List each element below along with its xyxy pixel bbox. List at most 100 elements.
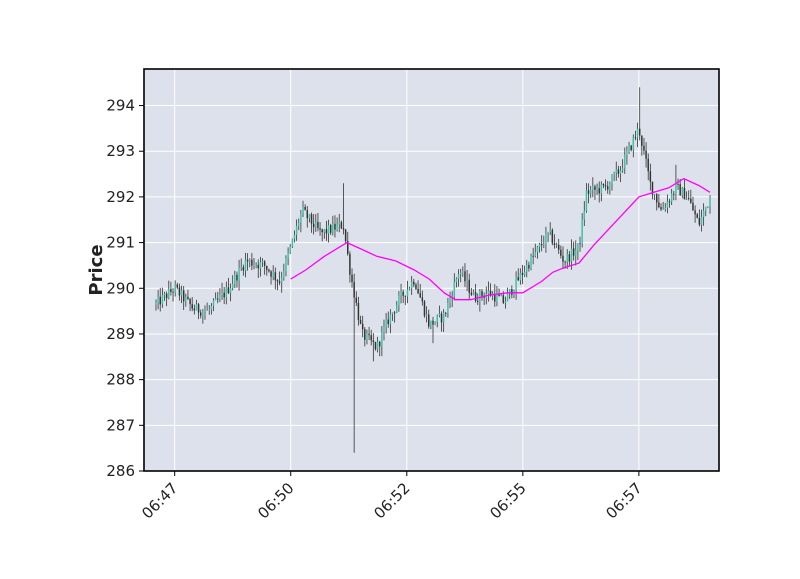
- candle-body: [521, 272, 524, 276]
- candle-body: [692, 202, 694, 211]
- candle-body: [159, 296, 161, 305]
- candle-body: [498, 294, 500, 297]
- candle-body: [707, 206, 709, 208]
- candle-body: [666, 201, 669, 208]
- candle-body: [304, 206, 306, 211]
- candle-body: [236, 274, 238, 281]
- candle-body: [472, 292, 475, 295]
- candle-body: [217, 298, 219, 300]
- candle-body: [347, 241, 349, 254]
- candle-body: [225, 287, 228, 298]
- candle-body: [161, 295, 164, 305]
- candle-body: [185, 296, 187, 302]
- candle-body: [415, 284, 417, 289]
- candle-body: [168, 289, 170, 299]
- moving-average: [290, 177, 711, 301]
- candle-body: [709, 197, 711, 207]
- candle-body: [355, 297, 358, 303]
- candle-body: [374, 342, 377, 350]
- candle-body: [227, 287, 230, 294]
- candle-body: [598, 188, 600, 194]
- candle-body: [357, 302, 360, 321]
- candle-body: [191, 304, 193, 309]
- candle-body: [651, 181, 654, 195]
- candle-body: [293, 235, 296, 239]
- candle-body: [370, 335, 372, 341]
- candle-body: [466, 279, 468, 282]
- candle-body: [587, 190, 590, 194]
- candle-body: [376, 341, 379, 350]
- candle-body: [398, 295, 400, 306]
- candle-body: [630, 145, 632, 151]
- x-tick-label: 06:47: [138, 479, 181, 522]
- candle-body: [155, 302, 157, 305]
- candle-body: [560, 249, 562, 256]
- candle-body: [602, 183, 605, 186]
- candle-body: [327, 225, 330, 234]
- candle-body: [589, 189, 592, 194]
- candle-body: [257, 264, 260, 269]
- candle-body: [677, 184, 679, 185]
- candle-body: [679, 184, 681, 196]
- candle-body: [690, 198, 692, 203]
- candle-body: [229, 288, 232, 294]
- candle-body: [645, 150, 647, 159]
- candle-body: [261, 261, 264, 263]
- candle-body: [636, 128, 639, 138]
- candle-body: [351, 274, 353, 282]
- candle-body: [302, 206, 304, 214]
- candle-body: [481, 291, 483, 297]
- candle-body: [246, 259, 249, 262]
- candle-body: [624, 154, 626, 169]
- candle-body: [440, 313, 443, 323]
- y-tick-label: 294: [106, 97, 135, 115]
- candle-body: [585, 190, 588, 211]
- candle-body: [285, 258, 287, 272]
- candle-body: [342, 228, 345, 230]
- candle-body: [193, 308, 196, 311]
- moving-average-line: [290, 177, 711, 301]
- candle-body: [174, 284, 176, 293]
- candle-body: [553, 243, 556, 246]
- y-tick-label: 291: [106, 234, 135, 252]
- candle-body: [562, 255, 564, 262]
- candle-body: [604, 185, 607, 187]
- candle-body: [163, 293, 166, 296]
- candle-body: [427, 314, 430, 327]
- candle-body: [300, 213, 302, 223]
- candle-body: [436, 315, 439, 323]
- candle-body: [566, 254, 568, 262]
- y-axis-label: Price: [86, 244, 107, 295]
- candle-body: [626, 151, 628, 155]
- candle-body: [253, 264, 255, 266]
- candle-body: [289, 246, 291, 253]
- candle-body: [251, 259, 253, 266]
- candle-body: [487, 290, 490, 294]
- candle-body: [655, 194, 658, 203]
- candle-body: [549, 229, 551, 233]
- grid: [144, 69, 719, 471]
- candle-body: [547, 232, 549, 234]
- candle-body: [530, 255, 532, 269]
- candle-body: [536, 246, 539, 253]
- candle-body: [464, 271, 466, 282]
- candle-body: [555, 244, 558, 246]
- x-tick-label: 06:57: [602, 479, 645, 522]
- candle-body: [291, 238, 294, 247]
- candle-body: [457, 274, 460, 279]
- candle-body: [334, 223, 336, 230]
- y-tick-label: 290: [106, 279, 135, 297]
- candle-body: [176, 284, 179, 288]
- candle-body: [223, 292, 225, 298]
- candle-body: [378, 341, 381, 347]
- candle-body: [242, 267, 245, 271]
- plot-frame: [143, 68, 720, 472]
- y-tick-label: 288: [106, 371, 135, 389]
- candle-body: [221, 292, 223, 295]
- candle-body: [270, 271, 272, 277]
- candle-body: [165, 293, 168, 299]
- candle-body: [423, 301, 426, 316]
- candle-body: [700, 216, 703, 225]
